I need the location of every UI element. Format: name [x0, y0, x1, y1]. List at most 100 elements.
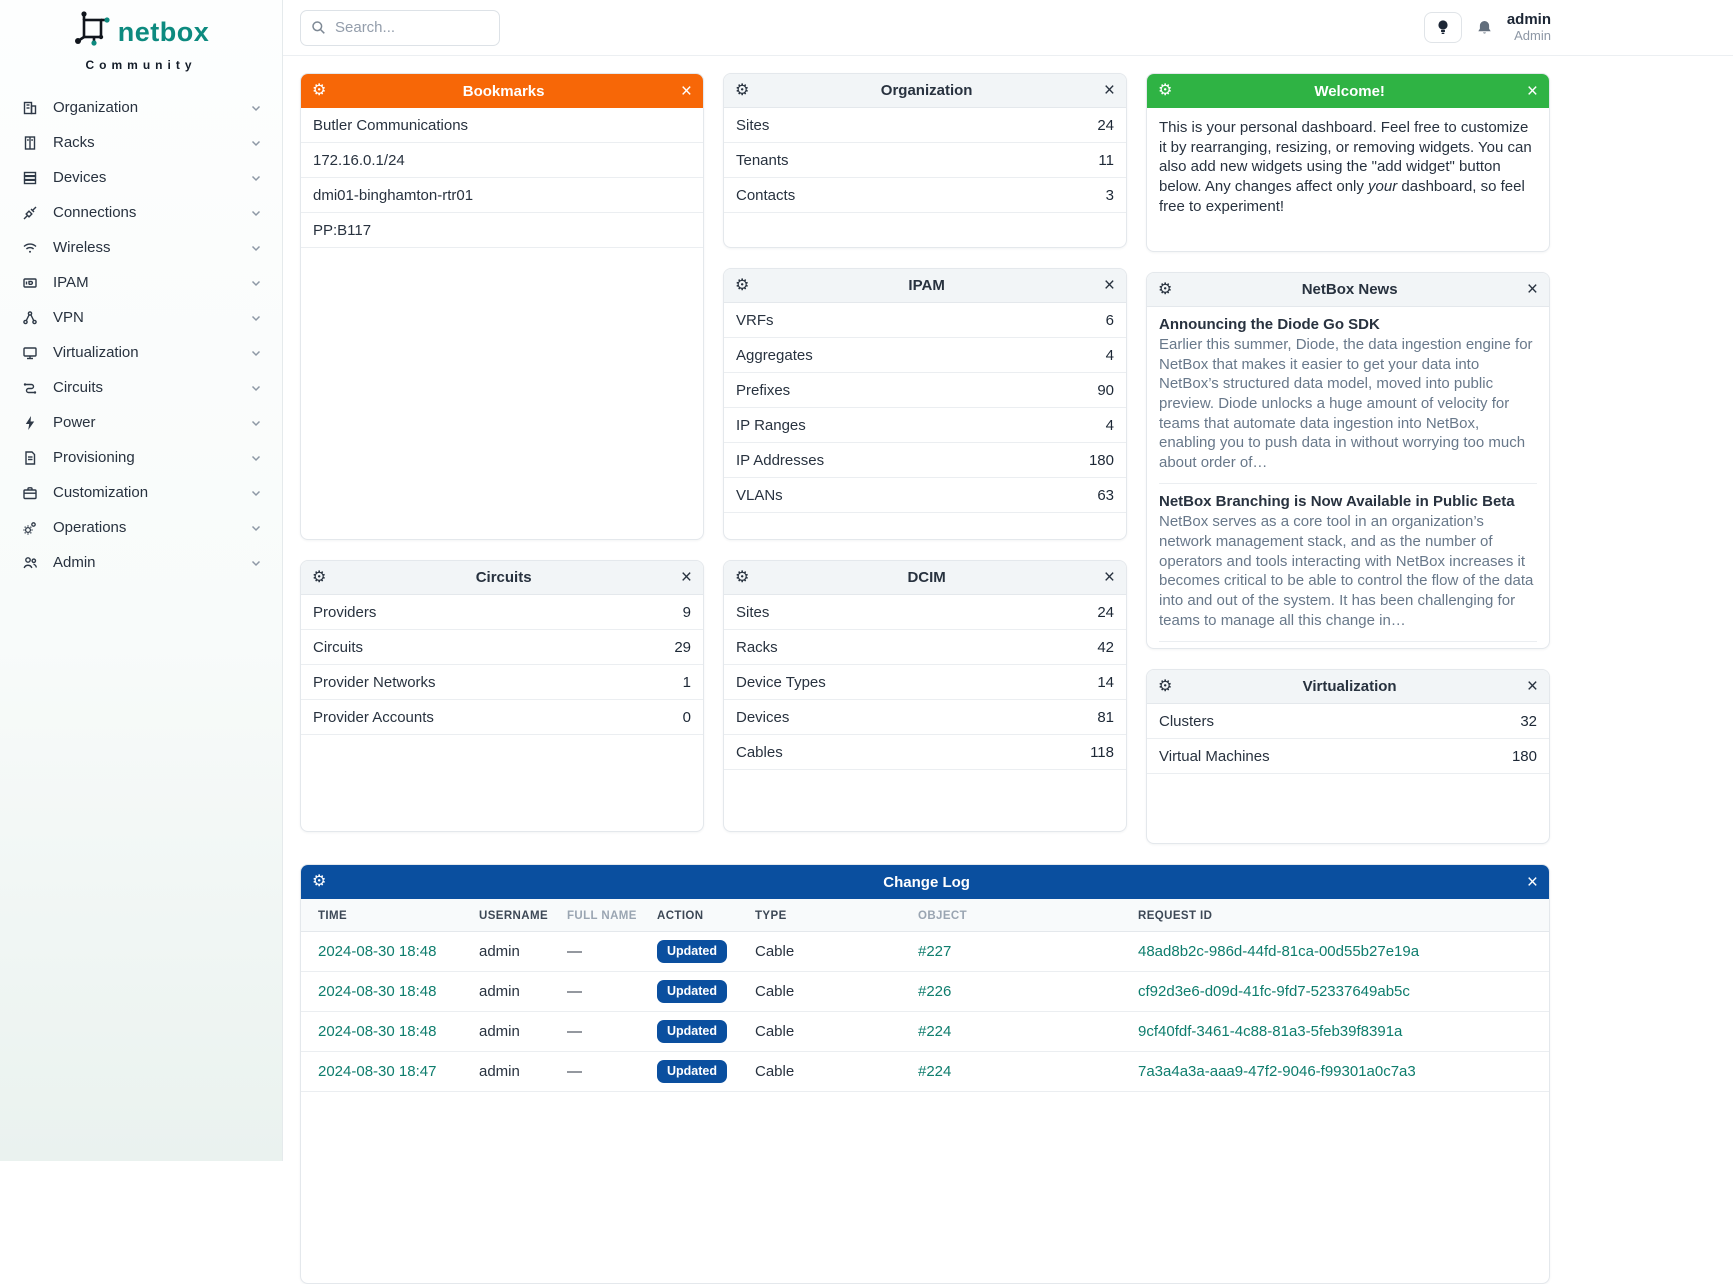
users-icon [23, 556, 37, 568]
search-box[interactable] [300, 9, 500, 46]
stat-link[interactable]: IP Ranges [736, 416, 806, 434]
sidebar-item-ipam[interactable]: IPAM [0, 265, 282, 300]
column-header-action[interactable]: ACTION [649, 899, 747, 932]
stat-link[interactable]: Cables [736, 743, 783, 761]
close-icon[interactable]: × [1103, 80, 1115, 101]
bookmark-link[interactable]: 172.16.0.1/24 [301, 143, 703, 178]
user-menu[interactable]: admin Admin [1507, 11, 1551, 43]
sidebar-item-provisioning[interactable]: Provisioning [0, 440, 282, 475]
stat-row: Circuits 29 [301, 630, 703, 665]
bookmark-link[interactable]: PP:B117 [301, 213, 703, 248]
gear-icon[interactable]: ⚙ [735, 81, 750, 99]
news-link[interactable]: Announcing the Diode Go SDK [1159, 316, 1380, 333]
chevron-down-icon [251, 350, 261, 356]
gear-icon[interactable]: ⚙ [1158, 82, 1173, 99]
stat-link[interactable]: Sites [736, 603, 770, 621]
stat-link[interactable]: IP Addresses [736, 451, 825, 469]
chevron-down-icon [251, 140, 261, 146]
sidebar-item-power[interactable]: Power [0, 405, 282, 440]
stat-link[interactable]: Devices [736, 708, 790, 726]
column-header-full-name[interactable]: FULL NAME [559, 899, 649, 932]
close-icon[interactable]: × [1103, 275, 1115, 296]
widget-welcome: ⚙ Welcome! × This is your personal dashb… [1146, 73, 1550, 252]
sidebar-item-connections[interactable]: Connections [0, 195, 282, 230]
stat-link[interactable]: Contacts [736, 186, 796, 204]
stat-link[interactable]: Virtual Machines [1159, 747, 1270, 765]
sidebar-item-wireless[interactable]: Wireless [0, 230, 282, 265]
stat-link[interactable]: Racks [736, 638, 778, 656]
sidebar-item-operations[interactable]: Operations [0, 510, 282, 545]
sidebar-item-customization[interactable]: Customization [0, 475, 282, 510]
circuit-icon [23, 382, 37, 394]
sidebar-item-label: Circuits [53, 379, 104, 396]
news-snippet: Earlier this summer, Diode, the data ing… [1159, 336, 1533, 471]
search-input[interactable] [335, 19, 475, 36]
close-icon[interactable]: × [1526, 676, 1538, 697]
stat-link[interactable]: Circuits [313, 638, 364, 656]
object-link[interactable]: #226 [918, 983, 952, 1000]
stat-link[interactable]: VRFs [736, 311, 774, 329]
column-header-request-id[interactable]: REQUEST ID [1130, 899, 1549, 932]
close-icon[interactable]: × [1103, 567, 1115, 588]
news-link[interactable]: NetBox Branching is Now Available in Pub… [1159, 493, 1515, 511]
stat-link[interactable]: Clusters [1159, 712, 1215, 730]
stat-link[interactable]: Prefixes [736, 381, 791, 399]
column-header-type[interactable]: TYPE [747, 899, 910, 932]
sidebar-item-admin[interactable]: Admin [0, 545, 282, 580]
stat-link[interactable]: Tenants [736, 151, 789, 169]
gear-icon[interactable]: ⚙ [735, 568, 750, 586]
column-header-object[interactable]: OBJECT [910, 899, 1130, 932]
gear-icon[interactable]: ⚙ [312, 873, 327, 890]
table-row: 2024-08-30 18:48 admin — Updated Cable #… [301, 971, 1549, 1012]
time-link[interactable]: 2024-08-30 18:47 [318, 1063, 437, 1080]
close-icon[interactable]: × [680, 80, 692, 102]
request-id-link[interactable]: cf92d3e6-d09d-41fc-9fd7-52337649ab5c [1138, 983, 1410, 1000]
stat-link[interactable]: Aggregates [736, 346, 813, 364]
table-row: 2024-08-30 18:48 admin — Updated Cable #… [301, 931, 1549, 972]
sidebar-item-label: IPAM [53, 274, 89, 291]
sidebar-item-racks[interactable]: Racks [0, 125, 282, 160]
gear-icon[interactable]: ⚙ [312, 82, 327, 99]
close-icon[interactable]: × [1526, 279, 1538, 300]
welcome-text: This is your personal dashboard. Feel fr… [1159, 119, 1532, 215]
gear-icon[interactable]: ⚙ [1158, 280, 1173, 298]
stat-link[interactable]: Sites [736, 116, 770, 134]
sidebar-item-circuits[interactable]: Circuits [0, 370, 282, 405]
sidebar-item-organization[interactable]: Organization [0, 90, 282, 125]
column-header-username[interactable]: USERNAME [471, 899, 559, 932]
sidebar-item-vpn[interactable]: VPN [0, 300, 282, 335]
notifications-button[interactable] [1476, 19, 1493, 37]
stat-link[interactable]: Providers [313, 603, 377, 621]
ipam-icon [23, 277, 37, 288]
type-cell: Cable [747, 1051, 910, 1092]
table-row: 2024-08-30 18:48 admin — Updated Cable #… [301, 1011, 1549, 1052]
request-id-link[interactable]: 7a3a4a3a-aaa9-47f2-9046-f99301a0c7a3 [1138, 1063, 1416, 1080]
column-header-time[interactable]: TIME [301, 899, 471, 932]
object-link[interactable]: #227 [918, 943, 952, 960]
gear-icon[interactable]: ⚙ [735, 276, 750, 294]
close-icon[interactable]: × [1526, 871, 1538, 893]
close-icon[interactable]: × [680, 567, 692, 588]
gear-icon[interactable]: ⚙ [1158, 677, 1173, 695]
chevron-down-icon [251, 525, 261, 531]
gear-icon[interactable]: ⚙ [312, 568, 327, 586]
stat-link[interactable]: Device Types [736, 673, 826, 691]
sidebar-item-devices[interactable]: Devices [0, 160, 282, 195]
object-link[interactable]: #224 [918, 1023, 952, 1040]
stat-link[interactable]: VLANs [736, 486, 783, 504]
bookmark-link[interactable]: Butler Communications [301, 108, 703, 143]
close-icon[interactable]: × [1526, 80, 1538, 102]
stat-link[interactable]: Provider Accounts [313, 708, 434, 726]
time-link[interactable]: 2024-08-30 18:48 [318, 1023, 437, 1040]
time-link[interactable]: 2024-08-30 18:48 [318, 983, 437, 1000]
request-id-link[interactable]: 9cf40fdf-3461-4c88-81a3-5feb39f8391a [1138, 1023, 1403, 1040]
full-name-cell: — [559, 1011, 649, 1052]
bookmark-link[interactable]: dmi01-binghamton-rtr01 [301, 178, 703, 213]
time-link[interactable]: 2024-08-30 18:48 [318, 943, 437, 960]
object-link[interactable]: #224 [918, 1063, 952, 1080]
brand[interactable]: netbox Community [0, 0, 282, 76]
theme-toggle-button[interactable] [1423, 12, 1462, 43]
sidebar-item-virtualization[interactable]: Virtualization [0, 335, 282, 370]
stat-link[interactable]: Provider Networks [313, 673, 436, 691]
request-id-link[interactable]: 48ad8b2c-986d-44fd-81ca-00d55b27e19a [1138, 943, 1420, 960]
